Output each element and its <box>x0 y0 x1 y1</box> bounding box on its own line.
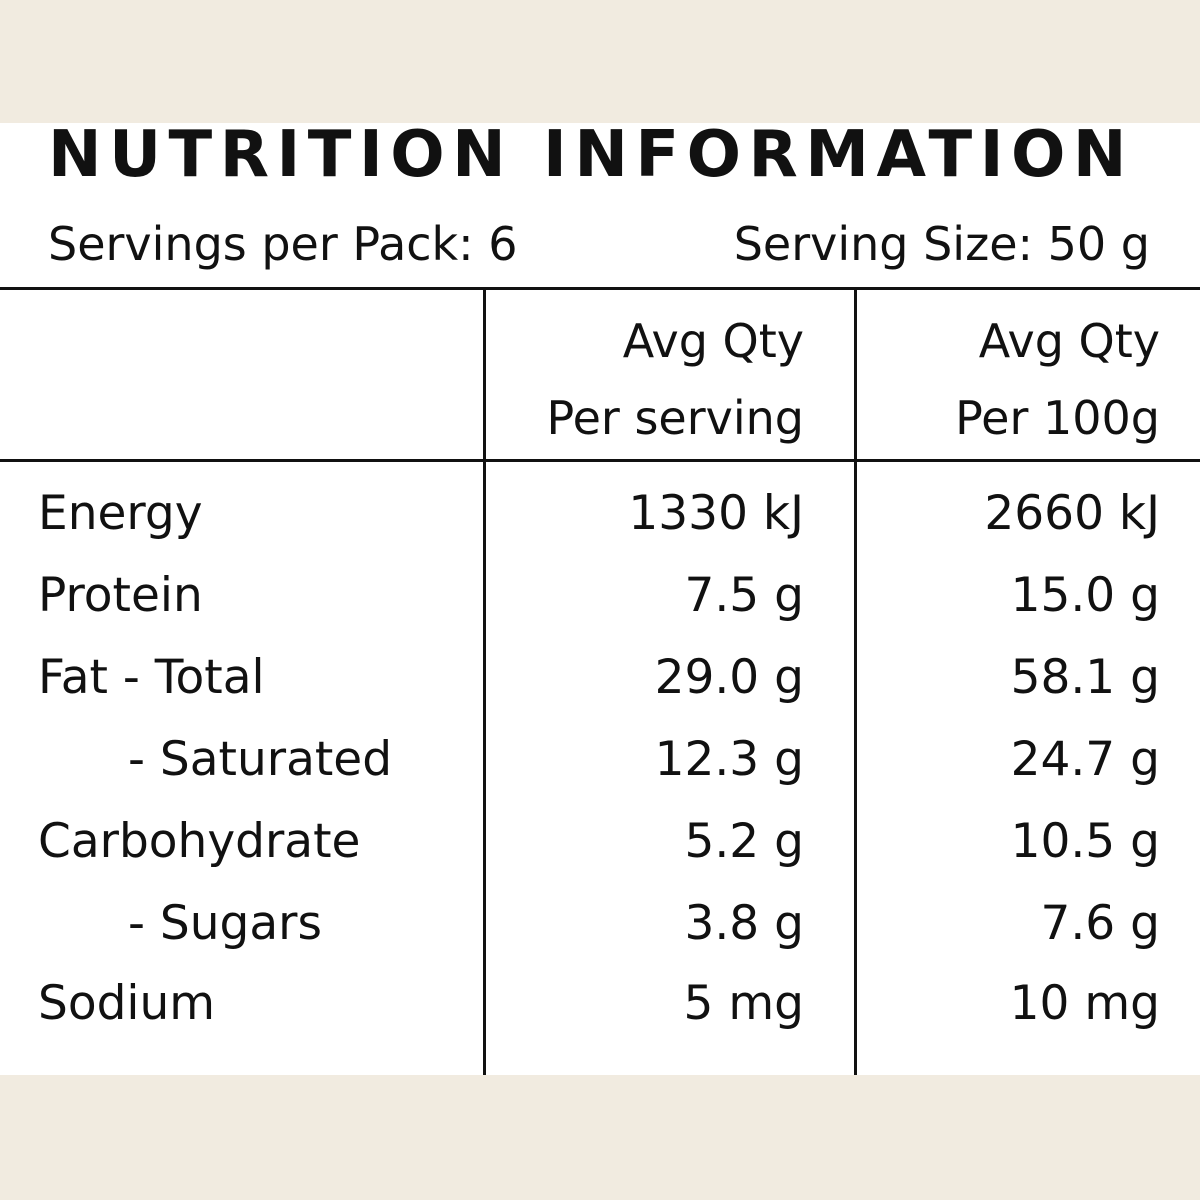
nutrition-title: NUTRITION INFORMATION <box>48 118 1134 192</box>
servings-per-pack: Servings per Pack: 6 <box>48 217 518 271</box>
nutrient-label: Fat - Total <box>38 650 265 705</box>
per-100g-value: 2660 kJ <box>984 486 1160 541</box>
nutrient-row-sugars: - Sugars 3.8 g 7.6 g <box>0 883 1200 965</box>
per-serving-value: 1330 kJ <box>628 486 804 541</box>
per-serving-value: 5 mg <box>683 976 804 1031</box>
per-serving-value: 7.5 g <box>684 568 804 623</box>
column-divider-1 <box>483 289 486 1075</box>
serving-size: Serving Size: 50 g <box>733 217 1150 271</box>
per-serving-header-line1: Avg Qty <box>622 314 804 368</box>
header-bottom-rule <box>0 459 1200 462</box>
per-serving-value: 5.2 g <box>684 814 804 869</box>
column-divider-2 <box>854 289 857 1075</box>
nutrient-row-saturated: - Saturated 12.3 g 24.7 g <box>0 719 1200 801</box>
nutrient-label: Sodium <box>38 976 216 1031</box>
per-serving-value: 29.0 g <box>654 650 804 705</box>
per-100g-value: 58.1 g <box>1010 650 1160 705</box>
nutrient-label: - Sugars <box>128 896 322 951</box>
nutrition-panel <box>0 123 1200 1075</box>
nutrient-label: Energy <box>38 486 203 541</box>
per-100g-header-line1: Avg Qty <box>978 314 1160 368</box>
per-serving-header-line2: Per serving <box>546 391 804 445</box>
nutrient-label: Carbohydrate <box>38 814 361 869</box>
nutrient-row-fat-total: Fat - Total 29.0 g 58.1 g <box>0 637 1200 719</box>
per-100g-value: 24.7 g <box>1010 732 1160 787</box>
per-100g-header-line2: Per 100g <box>955 391 1160 445</box>
nutrient-label: - Saturated <box>128 732 393 787</box>
nutrient-row-energy: Energy 1330 kJ 2660 kJ <box>0 473 1200 555</box>
nutrient-row-sodium: Sodium 5 mg 10 mg <box>0 963 1200 1045</box>
per-100g-value: 10.5 g <box>1010 814 1160 869</box>
per-100g-value: 7.6 g <box>1040 896 1160 951</box>
table-top-rule <box>0 287 1200 290</box>
per-serving-value: 3.8 g <box>684 896 804 951</box>
per-serving-value: 12.3 g <box>654 732 804 787</box>
nutrient-row-protein: Protein 7.5 g 15.0 g <box>0 555 1200 637</box>
nutrient-row-carbohydrate: Carbohydrate 5.2 g 10.5 g <box>0 801 1200 883</box>
nutrient-label: Protein <box>38 568 203 623</box>
per-100g-value: 10 mg <box>1009 976 1160 1031</box>
per-100g-value: 15.0 g <box>1010 568 1160 623</box>
